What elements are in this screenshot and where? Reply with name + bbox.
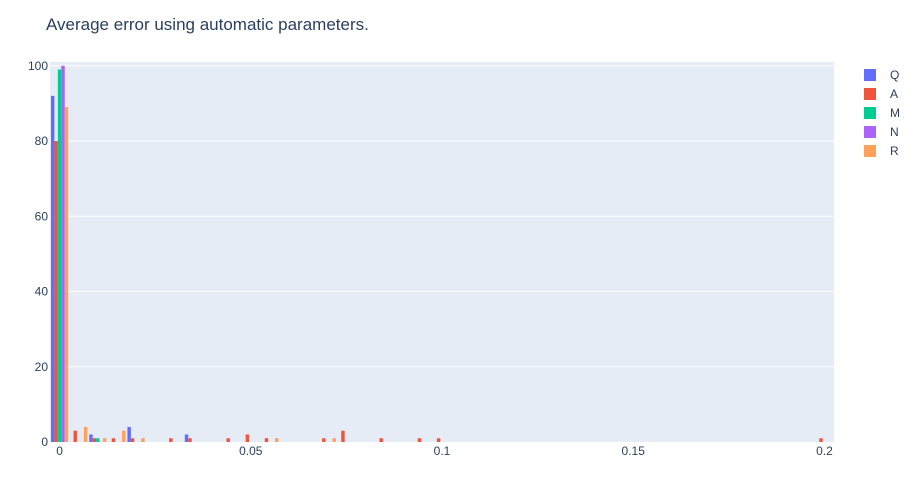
legend-label: Q [890,68,899,82]
gridlines [50,65,834,368]
bar-n[interactable] [61,65,65,442]
y-axis-ticks: 0 20 40 60 80 100 [28,59,48,449]
bar-a[interactable] [169,438,173,442]
bar-q[interactable] [184,434,189,442]
legend-item-m[interactable]: M [864,106,900,120]
bar-q[interactable] [89,434,93,442]
bar-a[interactable] [73,430,77,442]
y-tick-label: 100 [28,59,48,73]
x-tick-label: 0 [56,444,63,458]
bar-m[interactable] [57,69,62,442]
bar-a[interactable] [341,430,345,442]
bar-q[interactable] [50,95,55,442]
bar-a[interactable] [322,438,326,442]
legend-swatch [864,69,876,81]
bar-a[interactable] [111,438,116,442]
legend-item-n[interactable]: N [864,125,899,139]
bar-r[interactable] [102,438,107,442]
y-tick-label: 0 [41,435,48,449]
bar-a[interactable] [417,438,422,442]
legend-item-r[interactable]: R [864,144,899,158]
legend-item-q[interactable]: Q [864,68,899,82]
legend-item-a[interactable]: A [864,87,898,101]
bar-a[interactable] [54,141,58,443]
bar-a[interactable] [264,438,269,442]
bar-a[interactable] [436,438,441,442]
x-tick-label: 0.2 [816,444,833,458]
y-tick-label: 20 [35,360,49,374]
bar-a[interactable] [379,438,383,442]
bar-a[interactable] [819,438,823,442]
legend-swatch [864,107,876,119]
bar-a[interactable] [130,438,135,442]
legend-label: R [890,144,899,158]
x-axis-ticks: 0 0.05 0.1 0.15 0.2 [56,444,833,458]
legend-label: M [890,106,900,120]
bar-r[interactable] [275,438,279,442]
legend-label: N [890,125,899,139]
plot-area [50,62,834,442]
x-tick-label: 0.15 [622,444,646,458]
bar-a[interactable] [245,434,250,442]
bar-a[interactable] [188,438,192,442]
legend-swatch [864,145,876,157]
bar-m[interactable] [96,438,100,442]
bar-r[interactable] [64,107,69,443]
bar-a[interactable] [92,438,97,442]
legend-swatch [864,126,876,138]
bar-q[interactable] [127,426,131,442]
bars [50,65,823,443]
bar-r[interactable] [141,438,145,442]
x-tick-label: 0.1 [434,444,451,458]
y-tick-label: 60 [35,209,49,223]
bar-r[interactable] [122,430,126,442]
bar-a[interactable] [226,438,230,442]
chart-title: Average error using automatic parameters… [46,15,369,34]
y-tick-label: 80 [35,134,49,148]
legend-swatch [864,88,876,100]
x-tick-label: 0.05 [239,444,263,458]
legend-label: A [890,87,898,101]
bar-r[interactable] [332,438,336,442]
bar-r[interactable] [83,426,88,442]
y-tick-label: 40 [35,285,49,299]
